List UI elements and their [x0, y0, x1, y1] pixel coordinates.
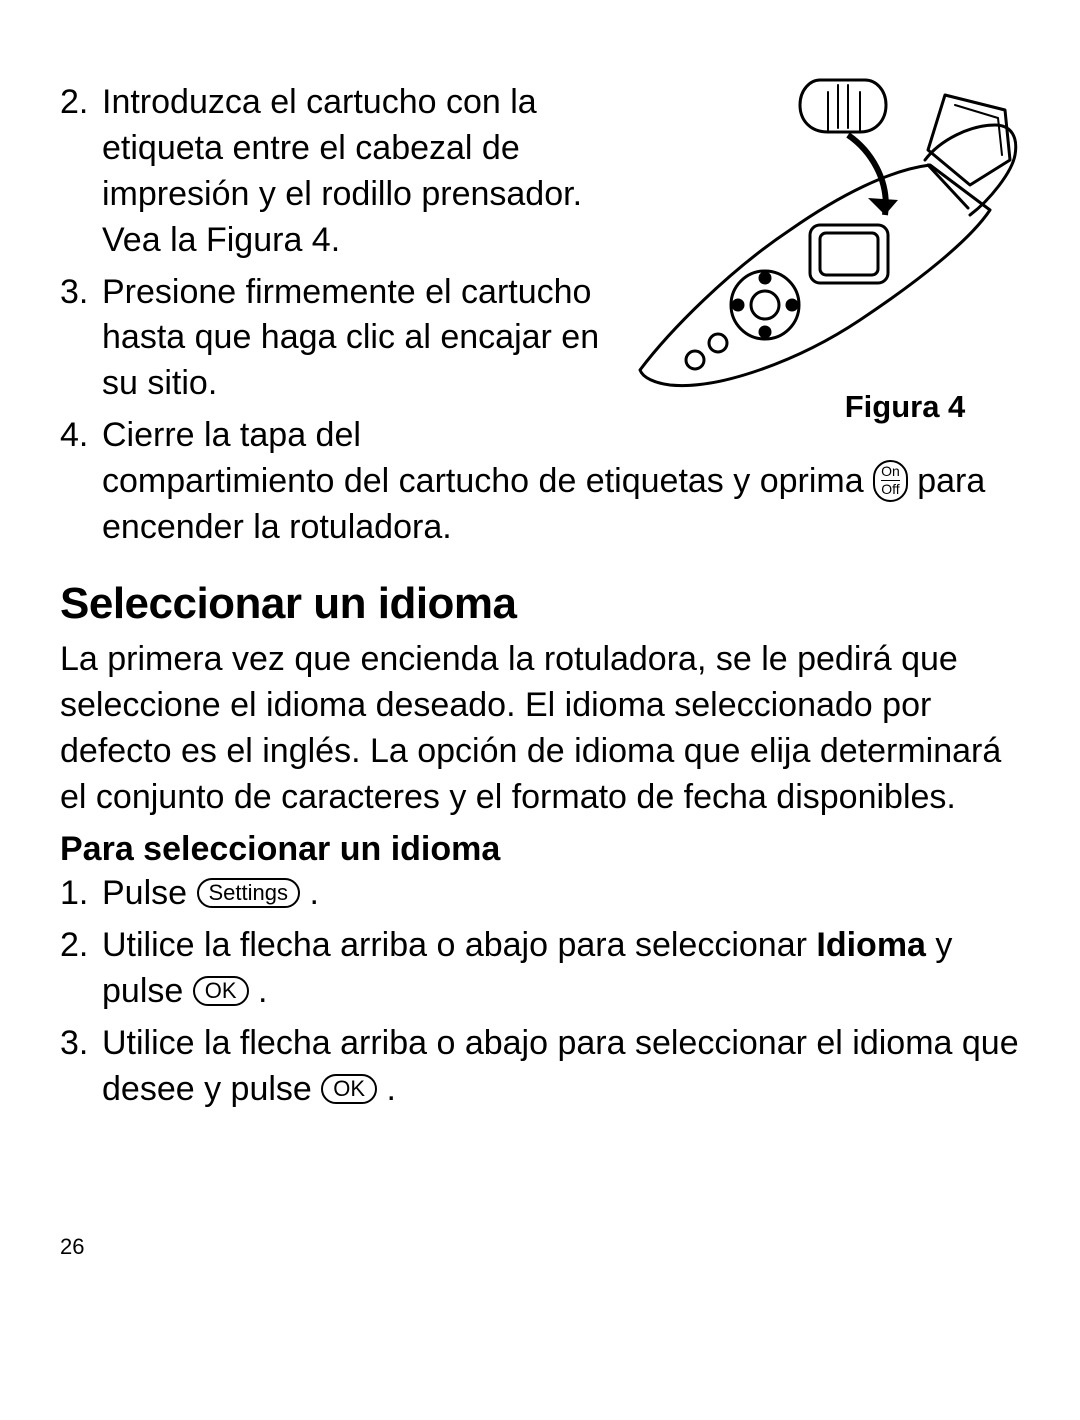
- ok-button-icon: OK: [321, 1074, 377, 1104]
- off-label: Off: [881, 482, 899, 497]
- step-text: Presione firmemente el cartucho hasta qu…: [102, 273, 599, 403]
- bold-idioma: Idioma: [816, 926, 926, 964]
- step-number: 2.: [60, 80, 88, 126]
- on-label: On: [881, 464, 900, 479]
- step-number: 3.: [60, 1021, 88, 1067]
- on-off-button-icon: On Off: [873, 460, 908, 501]
- step-2: 2. Introduzca el cartucho con la etiquet…: [60, 80, 1020, 264]
- lang-step-3: 3. Utilice la flecha arriba o abajo para…: [60, 1021, 1020, 1113]
- step-text-pre: Cierre la tapa del compartimiento del ca…: [102, 416, 873, 500]
- step-number: 1.: [60, 871, 88, 917]
- step-number: 2.: [60, 923, 88, 969]
- section-body: La primera vez que encienda la rotulador…: [60, 637, 1020, 821]
- step-text-post: .: [387, 1070, 396, 1108]
- ok-button-icon: OK: [193, 976, 249, 1006]
- step-4: 4. Cierre la tapa del compartimiento del…: [60, 413, 1020, 551]
- installation-steps: 2. Introduzca el cartucho con la etiquet…: [60, 80, 1020, 551]
- step-text-pre: Utilice la flecha arriba o abajo para se…: [102, 1024, 1019, 1108]
- step-text-post: .: [258, 972, 267, 1010]
- sub-heading: Para seleccionar un idioma: [60, 830, 1020, 869]
- top-block: Figura 4 2. Introduzca el cartucho con l…: [60, 80, 1020, 557]
- step-text-pre: Utilice la flecha arriba o abajo para se…: [102, 926, 816, 964]
- step-text-post: .: [309, 874, 318, 912]
- lang-step-2: 2. Utilice la flecha arriba o abajo para…: [60, 923, 1020, 1015]
- step-number: 4.: [60, 413, 88, 459]
- step-text-pre: Pulse: [102, 874, 197, 912]
- section-heading: Seleccionar un idioma: [60, 579, 1020, 629]
- step-3: 3. Presione firmemente el cartucho hasta…: [60, 270, 1020, 408]
- step-number: 3.: [60, 270, 88, 316]
- language-steps: 1. Pulse Settings . 2. Utilice la flecha…: [60, 871, 1020, 1112]
- step-text: Introduzca el cartucho con la etiqueta e…: [102, 83, 582, 259]
- settings-button-icon: Settings: [197, 878, 301, 908]
- lang-step-1: 1. Pulse Settings .: [60, 871, 1020, 917]
- page-number: 26: [60, 1234, 84, 1260]
- manual-page: Figura 4 2. Introduzca el cartucho con l…: [0, 0, 1080, 1300]
